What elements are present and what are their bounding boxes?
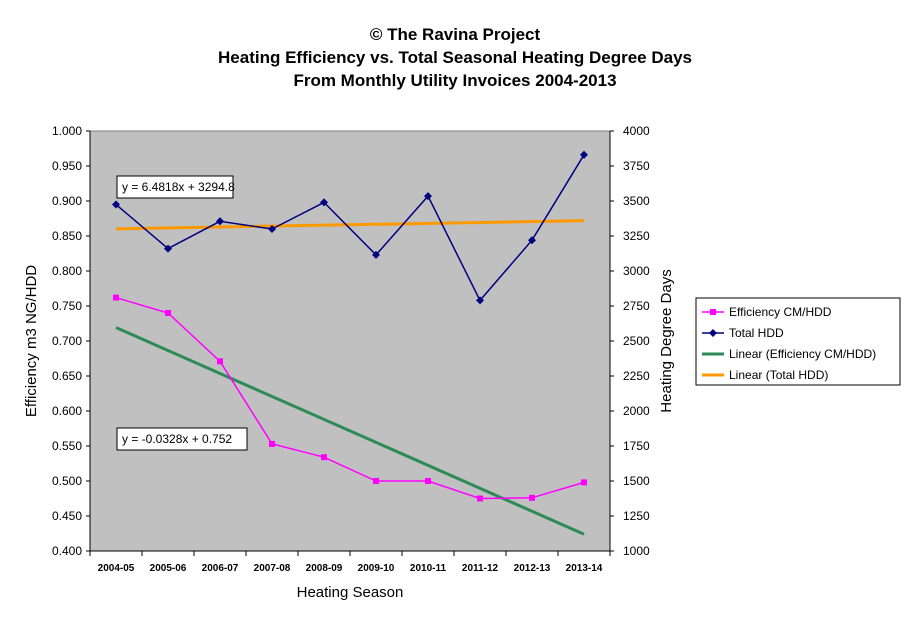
y-left-tick-label: 0.900	[52, 194, 82, 208]
x-tick-label: 2007-08	[254, 563, 291, 574]
y-left-tick-label: 0.800	[52, 264, 82, 278]
y-left-tick-label: 0.550	[52, 439, 82, 453]
series-line-linear-total-hdd	[115, 219, 585, 231]
point-efficiency-cm-hdd	[581, 479, 587, 486]
series-line-efficiency-cm-hdd	[115, 296, 585, 500]
y-right-tick-label: 2000	[623, 404, 650, 418]
y-right-tick-label: 2500	[623, 334, 650, 348]
x-tick-label: 2006-07	[202, 563, 239, 574]
point-total-hdd	[528, 236, 536, 245]
equation-hdd: y = 6.4818x + 3294.8	[122, 180, 235, 194]
y-right-tick-label: 1250	[623, 509, 650, 523]
point-efficiency-cm-hdd	[165, 310, 171, 316]
series-layer	[112, 150, 588, 536]
legend-marker-total-hdd	[709, 329, 717, 337]
plot-area	[90, 131, 610, 551]
point-efficiency-cm-hdd	[529, 494, 535, 501]
chart-title-line-1: © The Ravina Project	[370, 25, 541, 44]
legend-label-linear-efficiency-cm-hdd: Linear (Efficiency CM/HDD)	[729, 347, 876, 361]
legend: Efficiency CM/HDD Total HDD Linear (Effici…	[695, 297, 901, 386]
equation-hdd-box: y = 6.4818x + 3294.8	[116, 175, 235, 199]
axes: 0.400 0.450 0.500 0.550 0.600 0.650 0.700 0.750…	[52, 124, 650, 574]
point-total-hdd	[216, 217, 224, 226]
series-line-total-hdd	[115, 154, 585, 302]
legend-marker-efficiency-cm-hdd	[710, 309, 716, 315]
legend-label-efficiency-cm-hdd: Efficiency CM/HDD	[729, 305, 832, 319]
equation-efficiency: y = -0.0328x + 0.752	[122, 432, 232, 446]
y-left-tick-label: 1.000	[52, 124, 82, 138]
x-tick-label: 2013-14	[566, 563, 603, 574]
y-left-tick-label: 0.700	[52, 334, 82, 348]
point-efficiency-cm-hdd	[217, 358, 223, 365]
series-line-linear-efficiency-cm-hdd	[115, 326, 585, 536]
x-tick-label: 2004-05	[98, 563, 135, 574]
y-left-tick-label: 0.950	[52, 159, 82, 173]
y-left-tick-label: 0.400	[52, 544, 82, 558]
y-right-tick-label: 1500	[623, 474, 650, 488]
point-efficiency-cm-hdd	[477, 495, 483, 502]
point-total-hdd	[268, 225, 276, 233]
y-right-tick-label: 3250	[623, 229, 650, 243]
y-right-tick-label: 2250	[623, 369, 650, 383]
point-efficiency-cm-hdd	[373, 478, 379, 484]
x-tick-label: 2010-11	[410, 563, 447, 574]
chart-title-line-3: From Monthly Utility Invoices 2004-2013	[293, 71, 616, 90]
y-left-tick-label: 0.750	[52, 299, 82, 313]
y-axis-right-label: Heating Degree Days	[658, 269, 675, 412]
y-right-tick-label: 1750	[623, 439, 650, 453]
equation-efficiency-box: y = -0.0328x + 0.752	[116, 427, 248, 451]
point-total-hdd	[424, 192, 432, 201]
y-right-tick-label: 1000	[623, 544, 650, 558]
x-tick-label: 2005-06	[150, 563, 187, 574]
y-axis-left-label: Efficiency m3 NG/HDD	[23, 265, 40, 417]
point-total-hdd	[320, 198, 328, 207]
legend-box	[695, 297, 901, 386]
y-right-tick-label: 3750	[623, 159, 650, 173]
y-left-tick-label: 0.500	[52, 474, 82, 488]
point-total-hdd	[372, 250, 380, 259]
y-left-tick-label: 0.600	[52, 404, 82, 418]
x-axis-label: Heating Season	[297, 584, 404, 601]
point-total-hdd	[476, 296, 484, 305]
y-right-tick-label: 3500	[623, 194, 650, 208]
y-right-tick-label: 3000	[623, 264, 650, 278]
y-left-tick-label: 0.450	[52, 509, 82, 523]
point-efficiency-cm-hdd	[425, 478, 431, 484]
x-tick-label: 2011-12	[462, 563, 499, 574]
point-total-hdd	[580, 150, 588, 159]
y-left-tick-label: 0.850	[52, 229, 82, 243]
point-efficiency-cm-hdd	[113, 294, 119, 301]
legend-items: Efficiency CM/HDD Total HDD Linear (Effici…	[702, 305, 876, 382]
y-left-tick-label: 0.650	[52, 369, 82, 383]
legend-label-total-hdd: Total HDD	[729, 326, 784, 340]
legend-label-linear-total-hdd: Linear (Total HDD)	[729, 368, 828, 382]
point-total-hdd	[164, 244, 172, 253]
x-tick-label: 2012-13	[514, 563, 551, 574]
point-total-hdd	[112, 200, 120, 209]
y-right-tick-label: 2750	[623, 299, 650, 313]
x-tick-label: 2009-10	[358, 563, 395, 574]
point-efficiency-cm-hdd	[321, 454, 327, 461]
y-right-tick-label: 4000	[623, 124, 650, 138]
x-tick-label: 2008-09	[306, 563, 343, 574]
chart-title-line-2: Heating Efficiency vs. Total Seasonal He…	[218, 48, 692, 67]
point-efficiency-cm-hdd	[269, 440, 275, 447]
